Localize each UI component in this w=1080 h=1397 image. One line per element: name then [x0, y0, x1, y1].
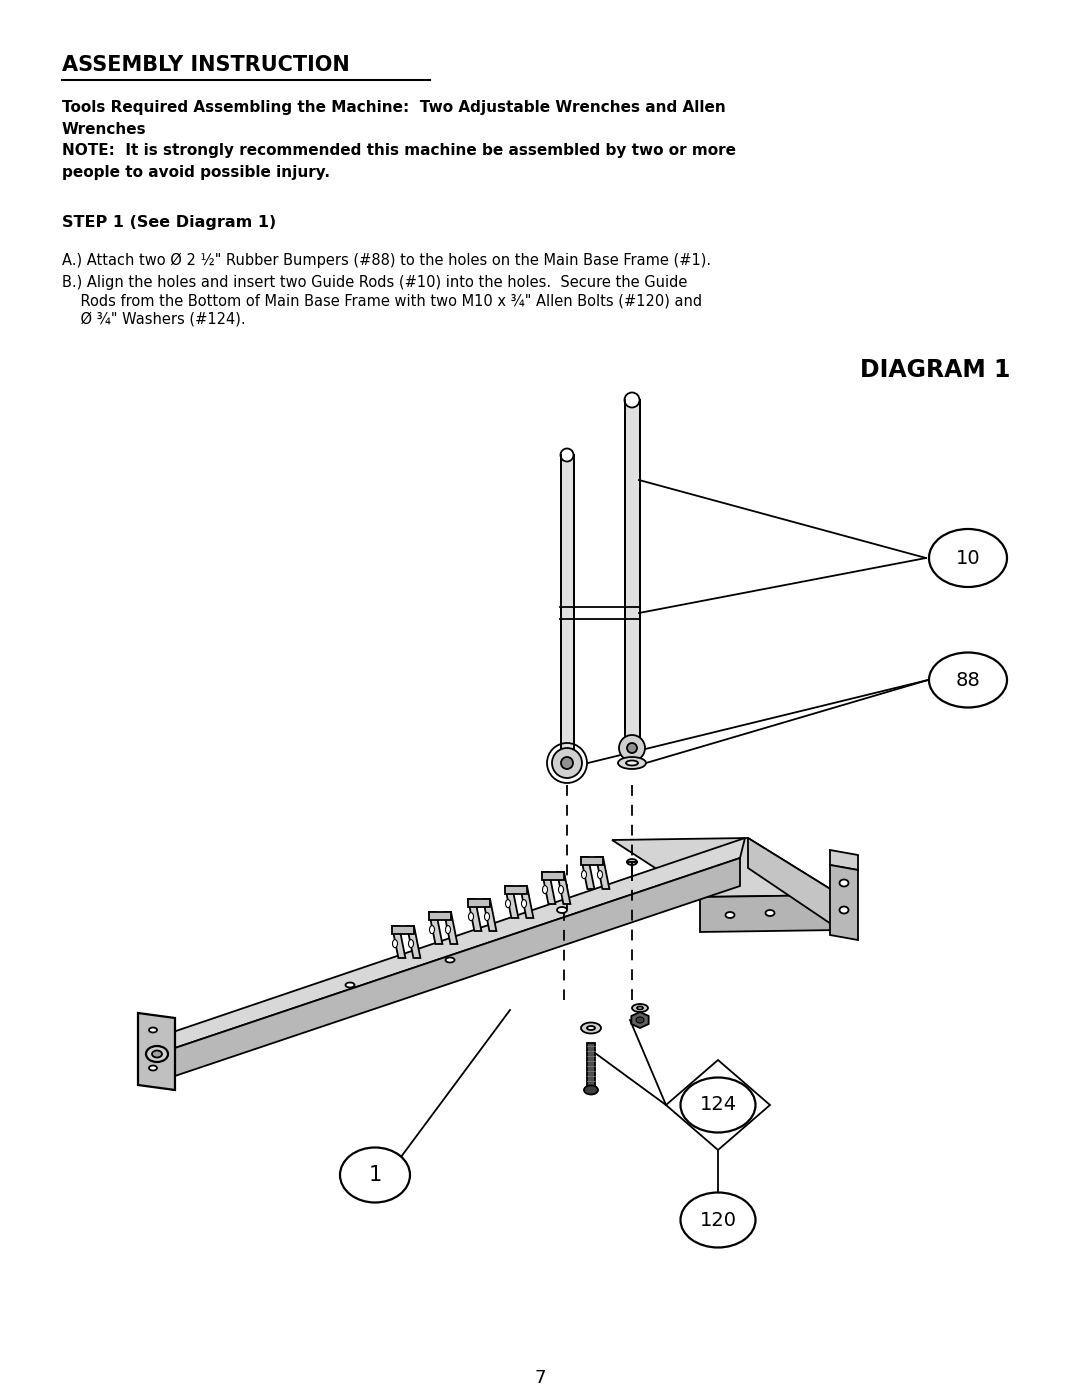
Polygon shape: [624, 400, 639, 750]
Polygon shape: [407, 926, 420, 958]
Ellipse shape: [726, 912, 734, 918]
Ellipse shape: [839, 880, 849, 887]
Polygon shape: [163, 1032, 175, 1052]
Polygon shape: [542, 872, 555, 904]
Ellipse shape: [522, 900, 527, 908]
Polygon shape: [138, 1013, 175, 1090]
Polygon shape: [557, 872, 570, 904]
Polygon shape: [542, 872, 564, 880]
Polygon shape: [519, 886, 534, 918]
Text: Ø ¾" Washers (#124).: Ø ¾" Washers (#124).: [62, 312, 245, 326]
Polygon shape: [468, 900, 490, 907]
Ellipse shape: [485, 912, 489, 921]
Ellipse shape: [505, 900, 511, 908]
Ellipse shape: [446, 926, 450, 933]
Text: DIAGRAM 1: DIAGRAM 1: [860, 358, 1010, 381]
Ellipse shape: [346, 982, 354, 988]
Ellipse shape: [152, 1051, 162, 1058]
Text: STEP 1 (See Diagram 1): STEP 1 (See Diagram 1): [62, 215, 276, 231]
Polygon shape: [505, 886, 527, 894]
Ellipse shape: [627, 859, 637, 865]
Text: 7: 7: [535, 1369, 545, 1387]
Circle shape: [552, 747, 582, 778]
Ellipse shape: [624, 747, 639, 753]
Ellipse shape: [561, 749, 573, 754]
Ellipse shape: [680, 1077, 756, 1133]
Text: Rods from the Bottom of Main Base Frame with two M10 x ¾" Allen Bolts (#120) and: Rods from the Bottom of Main Base Frame …: [62, 293, 702, 307]
Ellipse shape: [392, 940, 397, 947]
Polygon shape: [392, 926, 405, 958]
Ellipse shape: [632, 1004, 648, 1011]
Text: 10: 10: [956, 549, 981, 567]
Polygon shape: [163, 838, 745, 1052]
Circle shape: [561, 757, 573, 768]
Polygon shape: [505, 886, 518, 918]
Polygon shape: [444, 912, 458, 944]
Polygon shape: [612, 838, 840, 897]
Text: Tools Required Assembling the Machine:  Two Adjustable Wrenches and Allen
Wrench: Tools Required Assembling the Machine: T…: [62, 101, 735, 180]
Text: 124: 124: [700, 1095, 737, 1115]
Polygon shape: [561, 455, 573, 752]
Ellipse shape: [839, 907, 849, 914]
Ellipse shape: [430, 926, 434, 933]
Circle shape: [627, 743, 637, 753]
Polygon shape: [700, 895, 840, 932]
Ellipse shape: [408, 940, 414, 947]
Polygon shape: [581, 856, 594, 888]
Polygon shape: [140, 1045, 175, 1090]
Ellipse shape: [446, 957, 455, 963]
Polygon shape: [483, 900, 497, 930]
Polygon shape: [596, 856, 609, 888]
Ellipse shape: [637, 1006, 643, 1010]
Ellipse shape: [558, 886, 564, 894]
Circle shape: [619, 735, 645, 761]
Ellipse shape: [581, 870, 586, 879]
Ellipse shape: [581, 1023, 600, 1034]
Polygon shape: [831, 865, 858, 940]
Polygon shape: [392, 926, 414, 935]
Ellipse shape: [766, 909, 774, 916]
Circle shape: [561, 448, 573, 461]
Text: A.) Attach two Ø 2 ½" Rubber Bumpers (#88) to the holes on the Main Base Frame (: A.) Attach two Ø 2 ½" Rubber Bumpers (#8…: [62, 253, 711, 268]
Ellipse shape: [680, 1193, 756, 1248]
Ellipse shape: [929, 652, 1007, 707]
Ellipse shape: [469, 912, 473, 921]
Ellipse shape: [149, 1066, 157, 1070]
Text: B.) Align the holes and insert two Guide Rods (#10) into the holes.  Secure the : B.) Align the holes and insert two Guide…: [62, 275, 687, 291]
Ellipse shape: [340, 1147, 410, 1203]
Ellipse shape: [146, 1046, 168, 1062]
Text: ASSEMBLY INSTRUCTION: ASSEMBLY INSTRUCTION: [62, 54, 350, 75]
Ellipse shape: [929, 529, 1007, 587]
Ellipse shape: [636, 1017, 644, 1023]
Polygon shape: [429, 912, 451, 921]
Text: 1: 1: [368, 1165, 381, 1185]
Ellipse shape: [618, 757, 646, 768]
Polygon shape: [581, 856, 603, 865]
Text: 88: 88: [956, 671, 981, 690]
Ellipse shape: [588, 1025, 595, 1030]
Ellipse shape: [557, 907, 567, 914]
Circle shape: [624, 393, 639, 408]
Ellipse shape: [584, 1085, 598, 1094]
Polygon shape: [748, 838, 840, 930]
Polygon shape: [468, 900, 482, 930]
Ellipse shape: [542, 886, 548, 894]
Polygon shape: [588, 1044, 595, 1090]
Ellipse shape: [626, 760, 638, 766]
Ellipse shape: [597, 870, 603, 879]
Text: 120: 120: [700, 1210, 737, 1229]
Polygon shape: [429, 912, 443, 944]
Polygon shape: [831, 849, 858, 870]
Polygon shape: [163, 858, 740, 1080]
Polygon shape: [632, 1011, 649, 1028]
Ellipse shape: [149, 1028, 157, 1032]
